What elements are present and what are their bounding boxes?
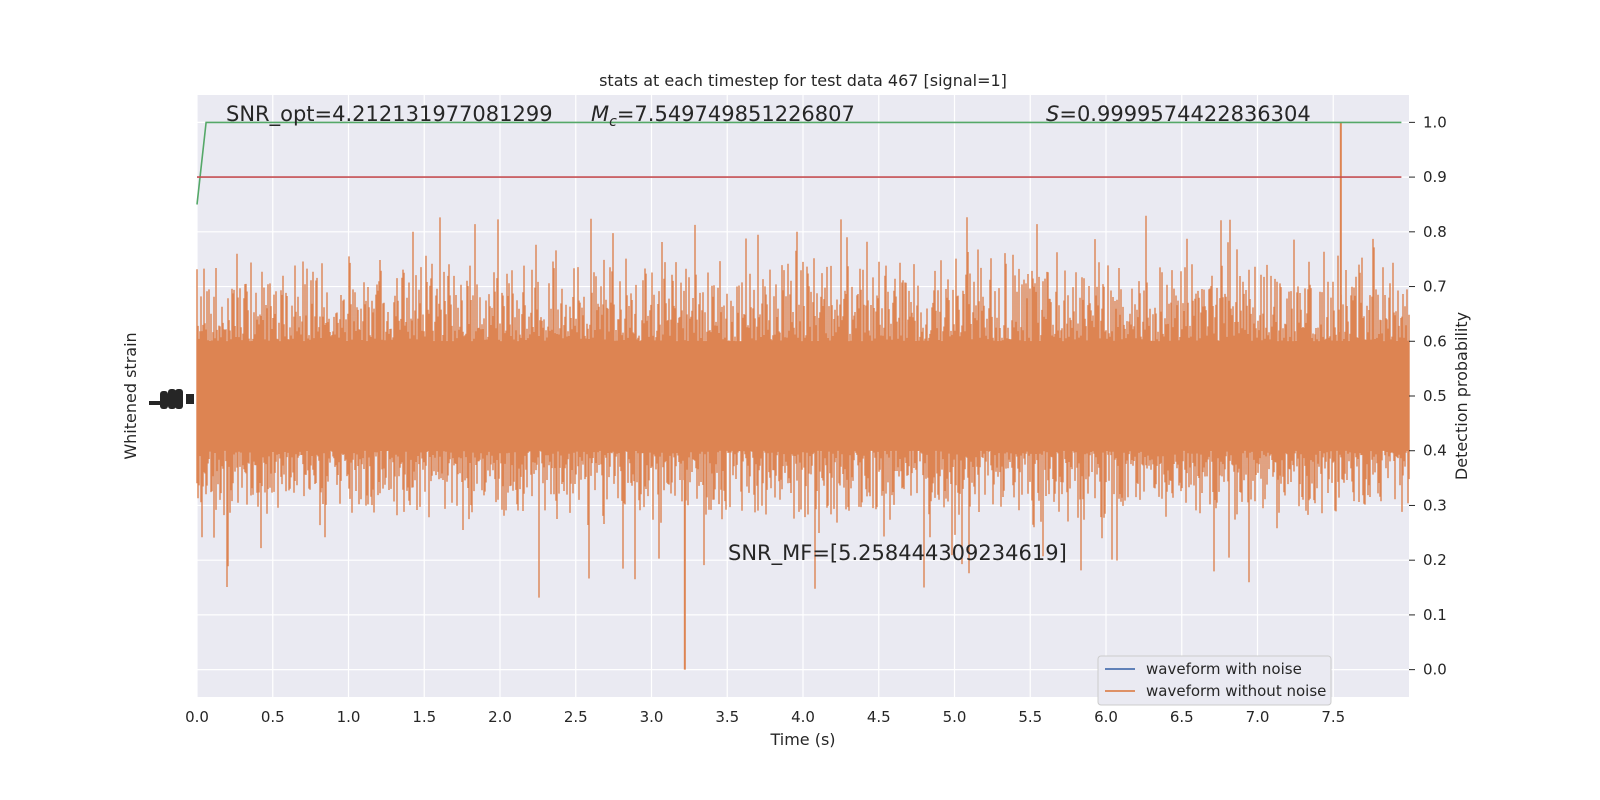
chart-title: stats at each timestep for test data 467… bbox=[599, 71, 1007, 90]
x-tick-label: 6.5 bbox=[1170, 708, 1194, 726]
snr-opt-annotation: SNR_opt=4.212131977081299 bbox=[226, 102, 553, 127]
chirp-mass-annotation: Mc=7.549749851226807 bbox=[591, 102, 855, 130]
left-axis-clutter bbox=[149, 389, 194, 409]
y-tick-label: 0.3 bbox=[1423, 496, 1447, 514]
y-tick-label: 0.0 bbox=[1423, 661, 1447, 679]
y-tick-label: 0.4 bbox=[1423, 442, 1447, 460]
x-tick-label: 3.0 bbox=[640, 708, 664, 726]
waveform-without-noise-line bbox=[196, 215, 1410, 598]
x-tick-label: 7.5 bbox=[1321, 708, 1345, 726]
x-tick-label: 5.5 bbox=[1018, 708, 1042, 726]
x-tick-label: 0.5 bbox=[261, 708, 285, 726]
y-tick-label: 0.6 bbox=[1423, 332, 1447, 350]
strain-series bbox=[196, 122, 1410, 670]
legend-label-with-noise: waveform with noise bbox=[1146, 660, 1302, 678]
legend-box bbox=[1097, 655, 1332, 706]
x-tick-label: 6.0 bbox=[1094, 708, 1118, 726]
y-tick-label: 0.1 bbox=[1423, 606, 1447, 624]
x-tick-label: 4.5 bbox=[867, 708, 891, 726]
x-tick-label: 2.0 bbox=[488, 708, 512, 726]
y-axis-right: 0.0 0.1 0.2 0.3 0.4 0.5 0.6 0.7 0.8 0.9 1.0 bbox=[1409, 113, 1447, 679]
y-axis-label-right: Detection probability bbox=[1452, 312, 1471, 480]
x-tick-label: 1.5 bbox=[412, 708, 436, 726]
x-tick-label: 2.5 bbox=[564, 708, 588, 726]
s-value: =0.9999574422836304 bbox=[1059, 102, 1310, 126]
x-tick-label: 4.0 bbox=[791, 708, 815, 726]
legend-label-without-noise: waveform without noise bbox=[1146, 682, 1326, 700]
s-statistic-annotation: S=0.9999574422836304 bbox=[1046, 102, 1311, 126]
legend: waveform with noise waveform without noi… bbox=[1097, 655, 1332, 706]
x-tick-label: 0.0 bbox=[185, 708, 209, 726]
y-tick-label: 0.2 bbox=[1423, 551, 1447, 569]
chirp-mass-symbol: M bbox=[591, 102, 609, 126]
chirp-mass-value: =7.549749851226807 bbox=[617, 102, 855, 126]
x-tick-label: 7.0 bbox=[1246, 708, 1270, 726]
x-axis-label: Time (s) bbox=[769, 730, 835, 749]
y-axis-label-left: Whitened strain bbox=[121, 332, 140, 459]
chirp-mass-subscript: c bbox=[609, 114, 617, 130]
y-tick-label: 1.0 bbox=[1423, 113, 1447, 131]
s-symbol: S bbox=[1046, 102, 1059, 126]
x-tick-label: 5.0 bbox=[943, 708, 967, 726]
y-tick-label: 0.8 bbox=[1423, 223, 1447, 241]
snr-mf-annotation: SNR_MF=[5.258444309234619] bbox=[728, 541, 1067, 566]
y-tick-label: 0.7 bbox=[1423, 278, 1447, 296]
probability-lines bbox=[196, 121, 1402, 205]
x-axis: 0.0 0.5 1.0 1.5 2.0 2.5 3.0 3.5 4.0 4.5 5.0 5.5 6.0 6… bbox=[185, 708, 1345, 726]
y-tick-label: 0.5 bbox=[1423, 387, 1447, 405]
y-tick-label: 0.9 bbox=[1423, 168, 1447, 186]
x-tick-label: 3.5 bbox=[715, 708, 739, 726]
x-tick-label: 1.0 bbox=[337, 708, 361, 726]
